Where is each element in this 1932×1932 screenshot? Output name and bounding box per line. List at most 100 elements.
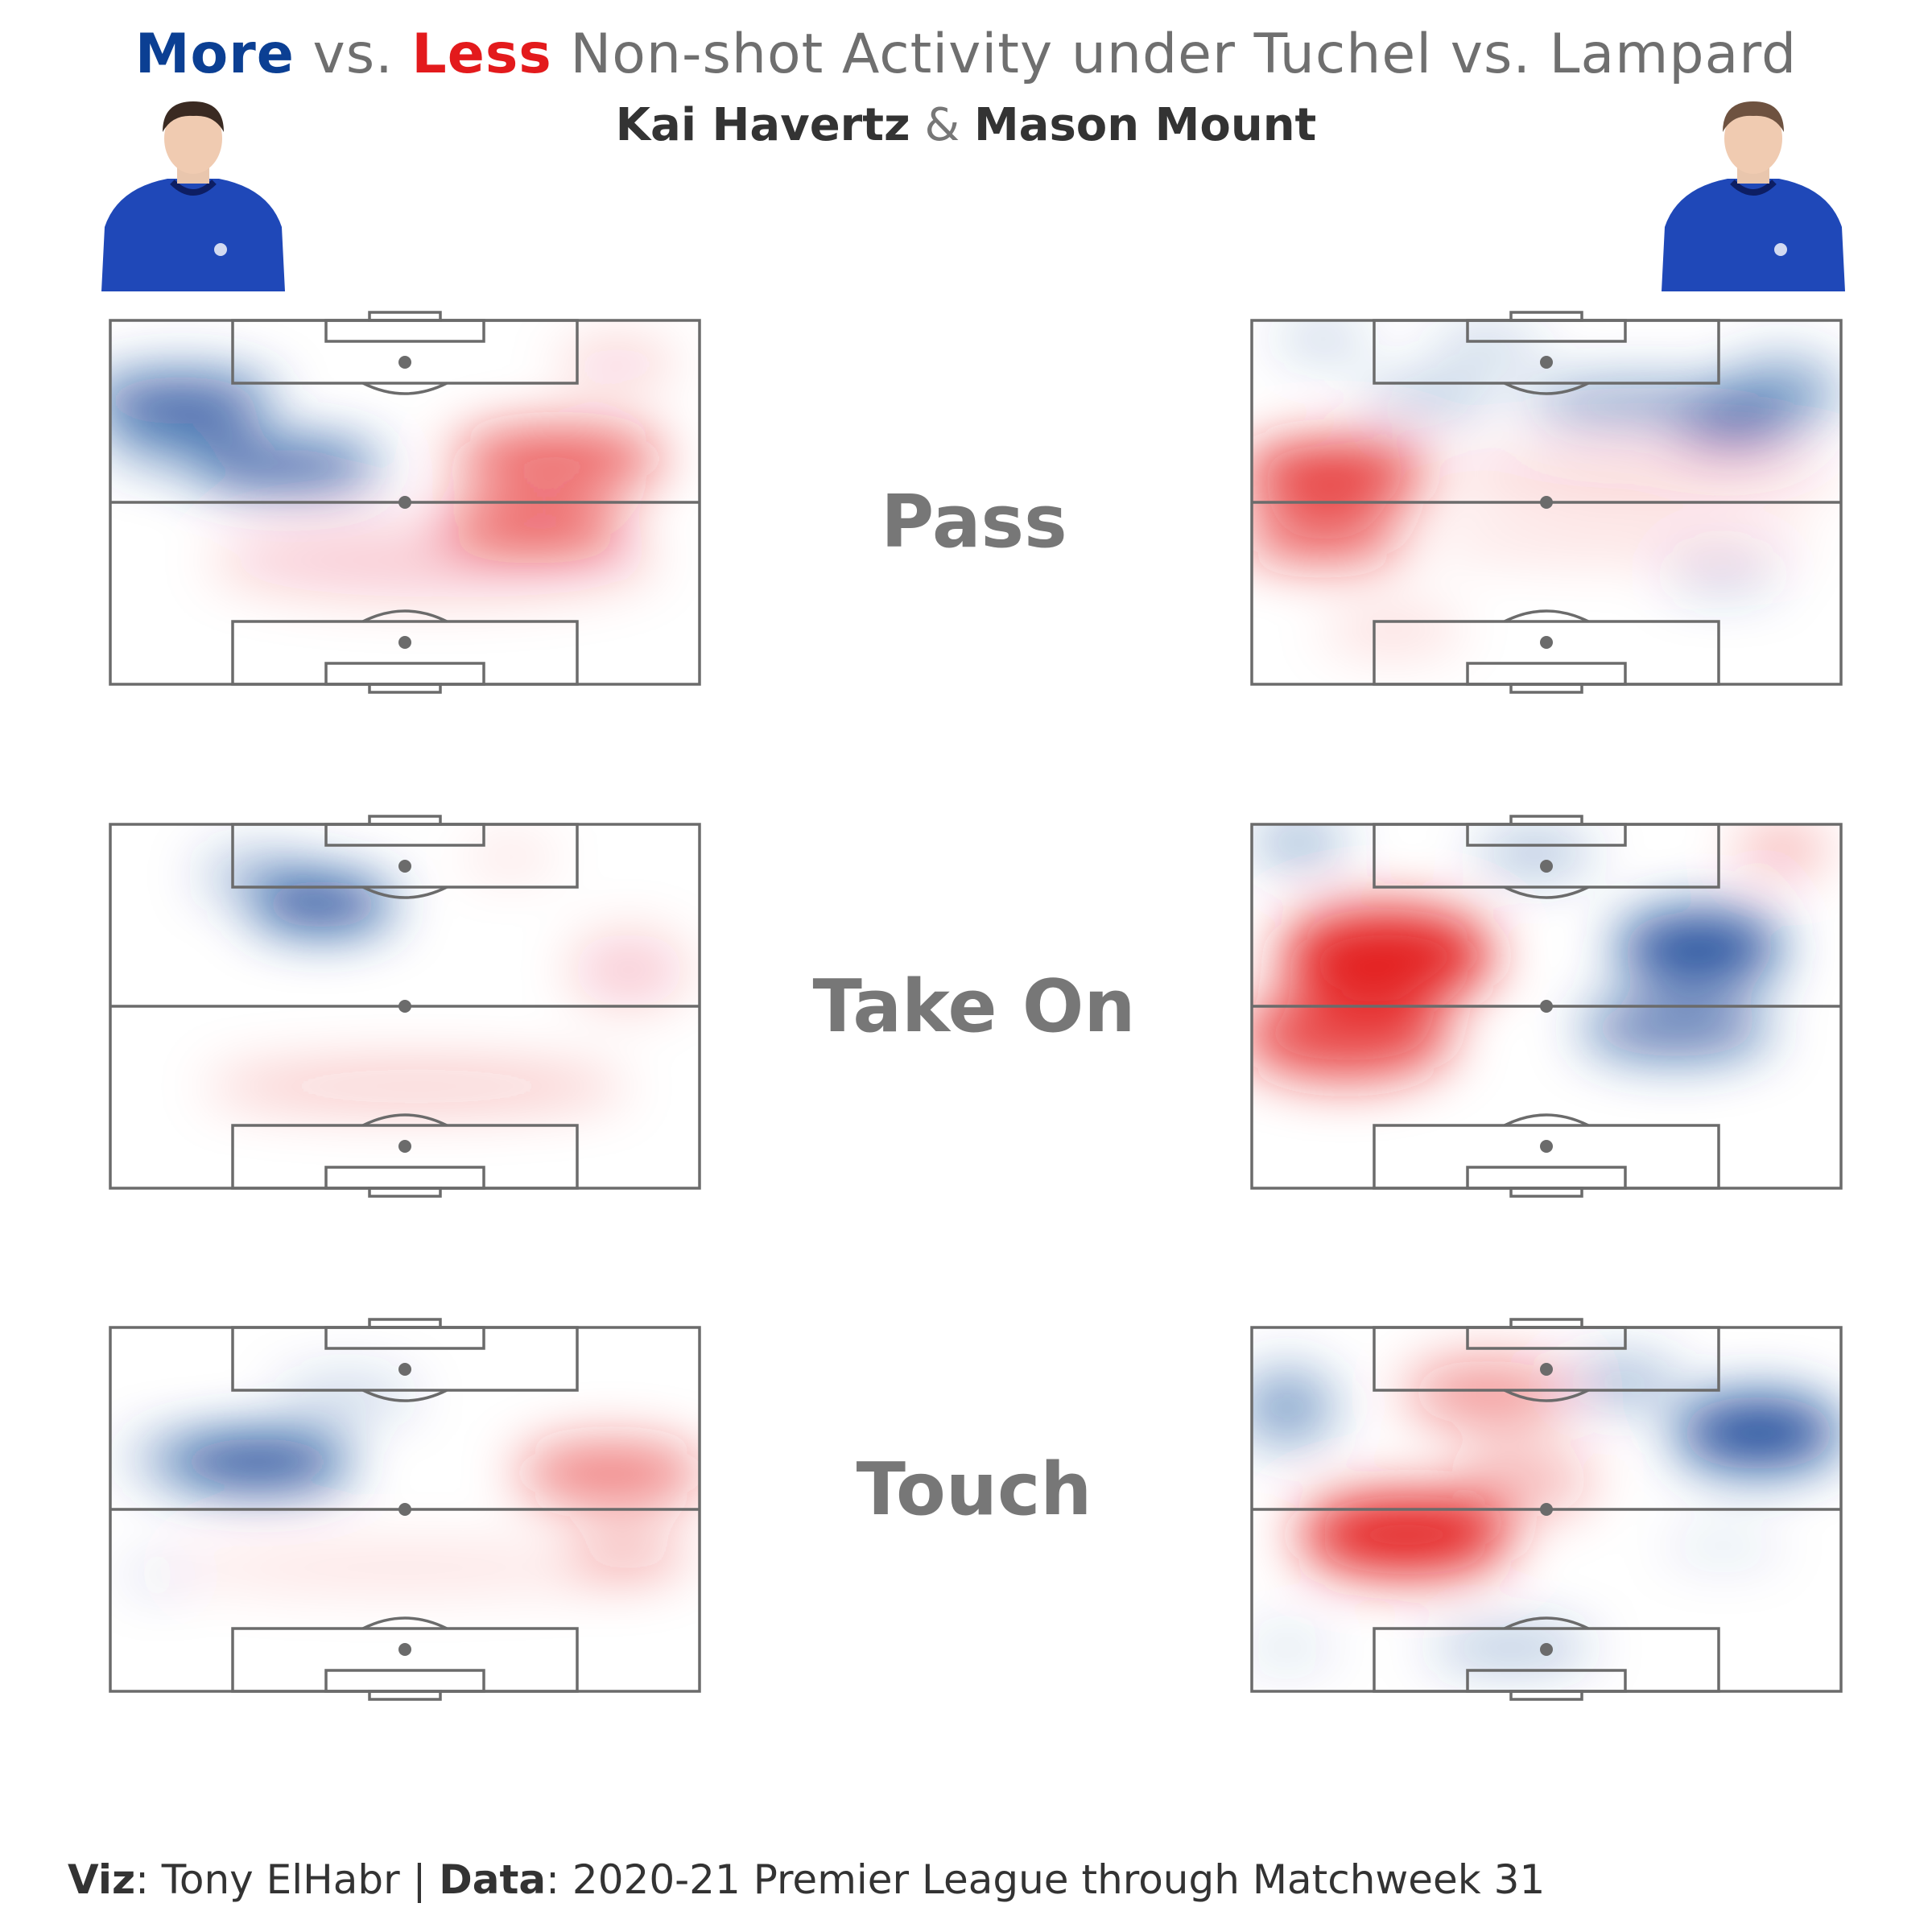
penalty-spot-top (398, 1363, 411, 1376)
heatmap-blob (1428, 331, 1546, 361)
penalty-spot-top (398, 860, 411, 873)
goal-top (1509, 311, 1583, 322)
six-yard-box-top (324, 319, 485, 343)
six-yard-box-top (324, 823, 485, 847)
subtitle-amp: & (910, 99, 974, 151)
heatmap-blob (1252, 1371, 1335, 1444)
penalty-arc-top (362, 382, 448, 395)
center-spot (398, 1503, 411, 1516)
heatmap-blob (1252, 824, 1347, 861)
heatmap-blob (1298, 1494, 1512, 1575)
penalty-box-bottom (1373, 1124, 1720, 1190)
six-yard-box-bottom (1466, 662, 1627, 686)
heatmap-blob (1252, 991, 1452, 1080)
penalty-spot-bottom (1540, 1643, 1553, 1656)
pitch-lines (109, 311, 701, 694)
penalty-arc-bottom (1504, 1113, 1589, 1127)
center-spot (1540, 1503, 1553, 1516)
six-yard-box-bottom (1466, 1166, 1627, 1190)
penalty-spot-bottom (398, 636, 411, 649)
heatmap-layer (1252, 1360, 1841, 1666)
goal-bottom (368, 1187, 442, 1198)
heatmap-blob (275, 1378, 417, 1415)
heatmap-layer (1252, 324, 1841, 652)
heatmap-blob (169, 1546, 641, 1590)
penalty-arc-top (1504, 382, 1589, 395)
center-spot (1540, 1000, 1553, 1013)
penalty-arc-top (1504, 1389, 1589, 1402)
title-less: Less (411, 23, 552, 86)
title-vs: vs. (294, 23, 412, 86)
penalty-spot-bottom (398, 1140, 411, 1153)
heatmap-blob (517, 1443, 700, 1502)
heatmap-blob (1563, 1360, 1682, 1404)
penalty-box-bottom (231, 1627, 579, 1693)
six-yard-box-top (1466, 1326, 1627, 1350)
penalty-spot-bottom (398, 1643, 411, 1656)
heatmap-blob (1581, 998, 1771, 1058)
penalty-arc-top (362, 886, 448, 899)
caption-viz-label: Viz (68, 1856, 136, 1903)
heatmap-blob (122, 1440, 217, 1477)
six-yard-box-bottom (324, 662, 485, 686)
caption-data-value: : 2020-21 Premier League through Matchwe… (546, 1856, 1546, 1903)
heatmap-blob (1252, 444, 1429, 502)
penalty-arc-top (1504, 886, 1589, 899)
penalty-spot-top (1540, 1363, 1553, 1376)
heatmap-blob (1616, 911, 1782, 985)
heatmap-blob (1275, 324, 1370, 353)
caption-data-label: Data (439, 1856, 547, 1903)
center-spot (398, 496, 411, 509)
subtitle-player-1: Kai Havertz (615, 99, 910, 151)
penalty-box-top (1373, 319, 1720, 385)
heatmap-blob (1281, 907, 1494, 1003)
row-label-pass: Pass (881, 480, 1067, 564)
chart-title: More vs. Less Non-shot Activity under Tu… (0, 16, 1932, 93)
subtitle-player-2: Mason Mount (973, 99, 1317, 151)
penalty-spot-top (1540, 356, 1553, 369)
heatmap-layer (122, 1378, 700, 1590)
six-yard-box-bottom (324, 1166, 485, 1190)
goal-bottom (1509, 683, 1583, 694)
goal-top (1509, 815, 1583, 826)
penalty-box-top (231, 1326, 579, 1392)
player-headshot-icon (1662, 101, 1845, 291)
heatmap-blob (558, 342, 676, 386)
heatmap-touch-mount (1250, 1318, 1843, 1701)
goal-bottom (1509, 1690, 1583, 1701)
penalty-spot-bottom (1540, 1140, 1553, 1153)
heatmap-blob (122, 1560, 193, 1590)
heatmap-blob (204, 1064, 630, 1108)
caption: Viz: Tony ElHabr | Data: 2020-21 Premier… (68, 1852, 1545, 1908)
heatmap-blob (569, 933, 688, 1006)
six-yard-box-bottom (1466, 1669, 1627, 1693)
heatmap-blob (452, 429, 665, 488)
center-spot (1540, 496, 1553, 509)
heatmap-blob (192, 444, 382, 488)
penalty-arc-top (362, 1389, 448, 1402)
penalty-spot-top (398, 356, 411, 369)
penalty-box-bottom (231, 620, 579, 686)
heatmap-pass-mount (1250, 311, 1843, 694)
penalty-arc-bottom (362, 1113, 448, 1127)
player-headshot-icon (101, 101, 285, 291)
penalty-spot-top (1540, 860, 1553, 873)
penalty-arc-bottom (362, 609, 448, 623)
heatmap-blob (110, 374, 275, 427)
heatmap-blob (1428, 1629, 1594, 1666)
heatmap-take-on-havertz (109, 815, 701, 1198)
caption-viz-value: : Tony ElHabr | (135, 1856, 440, 1903)
heatmap-blob (1405, 1360, 1571, 1426)
chart-subtitle: Kai Havertz & Mason Mount (0, 95, 1932, 156)
goal-top (1509, 1318, 1583, 1329)
goal-top (368, 311, 442, 322)
penalty-arc-bottom (1504, 609, 1589, 623)
heatmap-layer (1252, 824, 1830, 1080)
row-label-take-on: Take On (812, 964, 1136, 1049)
heatmap-blob (198, 853, 317, 898)
heatmap-layer (198, 842, 688, 1108)
penalty-spot-bottom (1540, 636, 1553, 649)
penalty-arc-bottom (1504, 1616, 1589, 1630)
goal-bottom (368, 683, 442, 694)
heatmap-blob (110, 415, 252, 466)
